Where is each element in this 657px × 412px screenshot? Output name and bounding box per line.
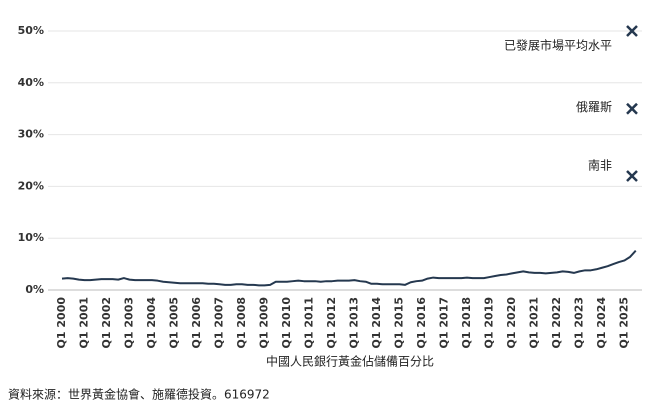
x-tick-label: Q1 2002 bbox=[100, 297, 113, 348]
x-tick-label: Q1 2024 bbox=[595, 297, 608, 349]
x-tick-label: Q1 2023 bbox=[573, 297, 586, 348]
x-tick-label: Q1 2004 bbox=[145, 297, 158, 349]
x-tick-label: Q1 2008 bbox=[235, 297, 248, 348]
y-tick-label: 0% bbox=[25, 283, 44, 296]
x-tick-label: Q1 2014 bbox=[370, 297, 383, 349]
y-tick-label: 10% bbox=[18, 231, 44, 244]
x-tick-label: Q1 2011 bbox=[303, 297, 316, 348]
x-tick-label: Q1 2005 bbox=[168, 297, 181, 348]
marker-label: 南非 bbox=[588, 158, 612, 173]
x-tick-label: Q1 2025 bbox=[618, 297, 631, 348]
y-tick-label: 30% bbox=[18, 128, 44, 141]
x-axis-title: 中國人民銀行黃金佔儲備百分比 bbox=[266, 354, 434, 369]
x-tick-label: Q1 2022 bbox=[550, 297, 563, 348]
x-tick-label: Q1 2015 bbox=[393, 297, 406, 348]
y-tick-label: 40% bbox=[18, 76, 44, 89]
marker bbox=[626, 102, 638, 115]
x-tick-label: Q1 2021 bbox=[528, 297, 541, 348]
x-tick-label: Q1 2006 bbox=[190, 297, 203, 349]
y-tick-label: 20% bbox=[18, 179, 44, 192]
x-tick-label: Q1 2017 bbox=[438, 297, 451, 348]
x-tick-label: Q1 2012 bbox=[325, 297, 338, 348]
x-tick-label: Q1 2007 bbox=[213, 297, 226, 348]
x-tick-label: Q1 2009 bbox=[258, 297, 271, 348]
marker bbox=[626, 25, 638, 37]
line bbox=[61, 249, 637, 287]
x-tick-label: Q1 2000 bbox=[55, 297, 68, 349]
x-tick-label: Q1 2018 bbox=[460, 297, 473, 348]
x-tick-label: Q1 2020 bbox=[505, 297, 518, 349]
marker-label: 俄羅斯 bbox=[576, 100, 612, 114]
x-tick-label: Q1 2019 bbox=[483, 297, 496, 348]
x-tick-label: Q1 2013 bbox=[348, 297, 361, 348]
x-tick-label: Q1 2003 bbox=[123, 297, 136, 348]
marker-label: 已發展市場平均水平 bbox=[504, 38, 612, 53]
marker bbox=[626, 170, 638, 182]
x-tick-label: Q1 2016 bbox=[415, 297, 428, 349]
y-tick-label: 50% bbox=[18, 24, 44, 37]
source: 資料來源：世界黃金協會、施羅德投資。616972 bbox=[8, 387, 270, 402]
x-tick-label: Q1 2010 bbox=[280, 297, 293, 349]
x-tick-label: Q1 2001 bbox=[78, 297, 91, 348]
